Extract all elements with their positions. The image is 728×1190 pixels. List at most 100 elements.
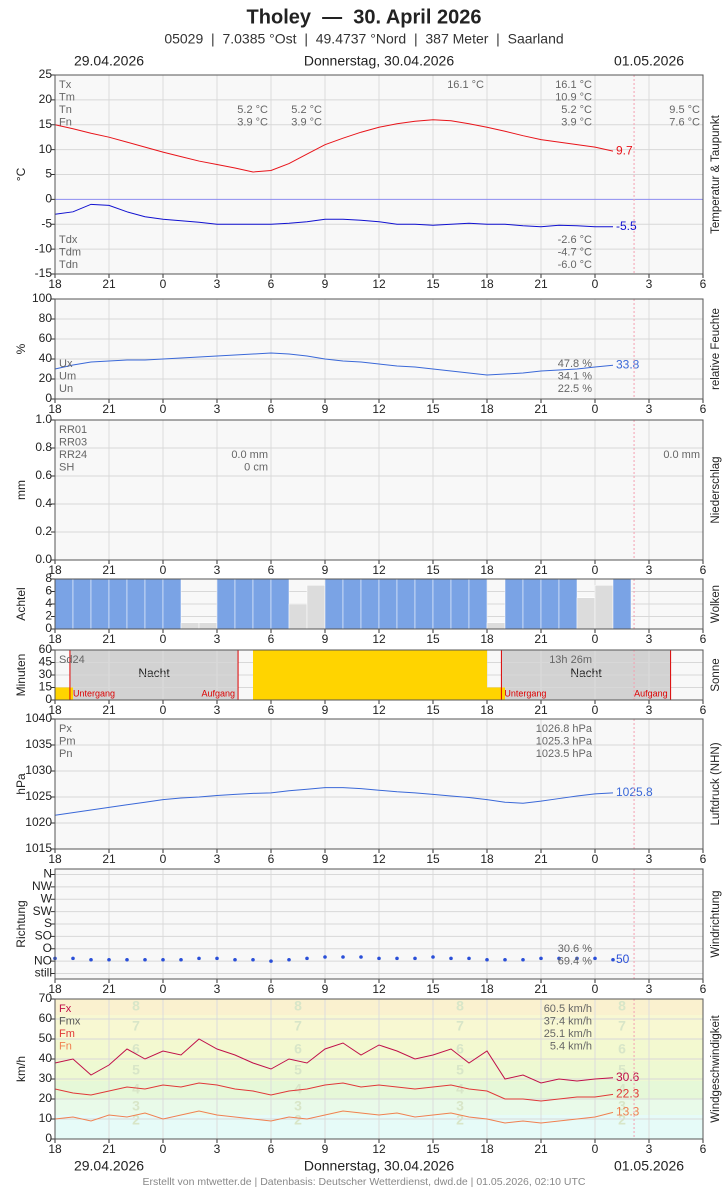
x-tick-label: 3	[646, 982, 653, 996]
point	[323, 955, 327, 959]
x-tick-label: 9	[322, 563, 329, 577]
x-tick-label: 0	[160, 703, 167, 717]
y-tick-label: 1030	[25, 763, 52, 777]
night-label: Nacht	[138, 666, 170, 680]
x-tick-label: 15	[426, 632, 440, 646]
bar	[72, 578, 92, 630]
bar	[415, 650, 433, 700]
stat-label: Tdx	[59, 234, 78, 246]
y-tick-label: 60	[39, 331, 53, 345]
x-tick-label: 3	[214, 703, 221, 717]
beaufort-label: 3	[456, 1098, 464, 1114]
stat-label: Px	[59, 723, 72, 735]
x-tick-label: 21	[102, 703, 116, 717]
y-tick-label: 1020	[25, 815, 52, 829]
x-tick-label: 3	[646, 277, 653, 291]
stat-value: -6.0 °C	[558, 259, 592, 271]
stat-label: Tdn	[59, 259, 78, 271]
stat-value: 5.2 °C	[561, 104, 592, 116]
x-tick-label: 18	[480, 632, 494, 646]
stat-label: Un	[59, 383, 73, 395]
y-tick-label: 0.2	[35, 524, 52, 538]
beaufort-label: 3	[294, 1098, 302, 1114]
x-tick-label: 21	[534, 402, 548, 416]
point	[215, 956, 219, 961]
y-tick-label: 0	[45, 391, 52, 405]
y-tick-label: 20	[39, 92, 53, 106]
y-tick-label: 0	[45, 692, 52, 706]
x-tick-label: 3	[646, 1142, 653, 1156]
x-tick-label: 6	[268, 1142, 275, 1156]
bar	[379, 650, 397, 700]
bar	[325, 650, 343, 700]
x-tick-label: 18	[48, 402, 62, 416]
x-tick-label: 21	[102, 632, 116, 646]
bar	[343, 650, 361, 700]
point	[89, 957, 93, 962]
x-tick-label: 3	[214, 1142, 221, 1156]
series-line	[54, 203, 613, 228]
y-tick-label: 45	[39, 655, 53, 669]
end-value-label: 9.7	[616, 143, 633, 157]
stat-label: Sd24	[59, 654, 85, 666]
x-tick-label: 0	[592, 852, 599, 866]
y-tick-label: W	[41, 891, 53, 905]
x-tick-label: 3	[214, 982, 221, 996]
x-tick-label: 12	[372, 852, 386, 866]
stat-value: 37.4 km/h	[544, 1015, 592, 1027]
end-value-label: -5.5	[616, 219, 637, 233]
point	[377, 956, 381, 961]
stat-value: 5.2 °C	[291, 104, 322, 116]
y-tick-label: 70	[39, 991, 53, 1005]
bar	[108, 578, 128, 630]
y-axis-label: Achtel	[14, 587, 28, 620]
stat-label: Tdm	[59, 246, 81, 258]
beaufort-label: 2	[132, 1112, 140, 1128]
y-tick-label: 10	[39, 142, 53, 156]
panel-name: Temperatur & Taupunkt	[710, 114, 722, 233]
x-tick-label: 12	[372, 632, 386, 646]
y-tick-label: 1025	[25, 789, 52, 803]
x-tick-label: 18	[480, 563, 494, 577]
stat-value: 30.6 %	[558, 943, 592, 955]
date-label: 29.04.2026	[74, 1158, 144, 1174]
x-tick-label: 3	[214, 277, 221, 291]
x-tick-label: 18	[480, 703, 494, 717]
bar	[397, 650, 415, 700]
bar	[253, 650, 271, 700]
point	[305, 956, 309, 961]
bar	[216, 578, 236, 630]
beaufort-label: 7	[456, 1018, 464, 1034]
stat-label: Um	[59, 370, 76, 382]
x-tick-label: 6	[268, 277, 275, 291]
bar	[451, 650, 469, 700]
end-value-label: 22.3	[616, 1087, 640, 1101]
x-tick-label: 6	[700, 982, 707, 996]
x-tick-label: 3	[646, 703, 653, 717]
y-tick-label: 15	[39, 680, 53, 694]
x-tick-label: 12	[372, 982, 386, 996]
y-tick-label: 10	[39, 1111, 53, 1125]
point	[179, 957, 183, 962]
end-value-label: 30.6	[616, 1070, 640, 1084]
beaufort-label: 4	[132, 1081, 140, 1097]
y-tick-label: 5	[45, 167, 52, 181]
y-axis-label: Minuten	[14, 654, 28, 697]
bar	[288, 603, 308, 630]
y-tick-label: SW	[33, 904, 53, 918]
beaufort-label: 4	[456, 1081, 464, 1097]
x-tick-label: 18	[48, 703, 62, 717]
y-tick-label: 1035	[25, 737, 52, 751]
x-tick-label: 3	[214, 563, 221, 577]
x-tick-label: 21	[102, 852, 116, 866]
y-tick-label: 20	[39, 1091, 53, 1105]
y-tick-label: 2	[45, 609, 52, 623]
sun-event-label: Untergang	[73, 688, 115, 698]
date-label: Donnerstag, 30.04.2026	[304, 1158, 454, 1174]
y-tick-label: 20	[39, 371, 53, 385]
point	[125, 957, 129, 962]
bar	[306, 585, 326, 630]
x-tick-label: 15	[426, 1142, 440, 1156]
title: Tholey — 30. April 2026	[247, 6, 482, 28]
stat-value: 5.4 km/h	[550, 1040, 592, 1052]
